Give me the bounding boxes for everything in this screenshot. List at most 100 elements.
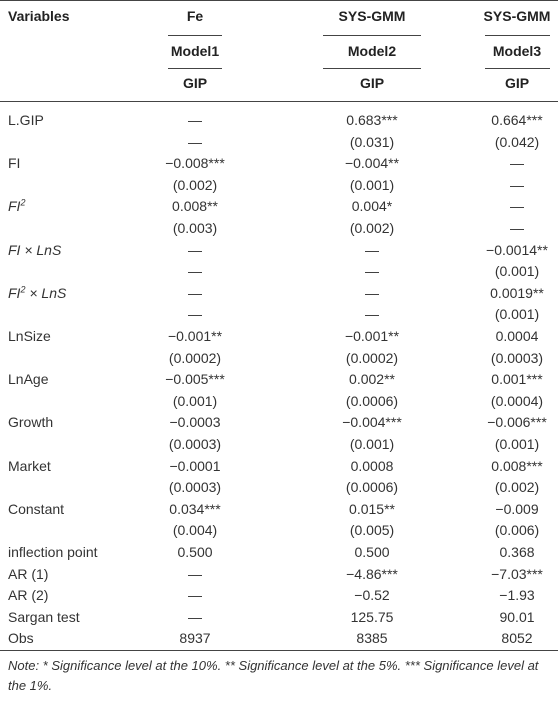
label-text: Sargan test [8,608,80,625]
value-cell: −0.52 [354,587,390,604]
value-cell: — [188,284,202,301]
value-cell: 0.368 [499,544,535,560]
value-cell: (0.0002) [345,349,399,366]
row-label: LnSize [8,327,51,345]
value-cell: −0.0014** [486,241,548,258]
label-text: AR (2) [8,587,49,604]
value-cell: −7.03*** [491,565,543,582]
value-cell: 125.75 [350,608,394,625]
value-cell: 0.015** [349,500,395,517]
value-cell: (0.0003) [168,479,222,496]
rule [0,650,558,651]
value-cell: 8385 [356,630,388,647]
row-label: AR (2) [8,586,48,604]
value-cell: 0.008*** [491,457,543,474]
value-cell: — [365,241,379,258]
header-cell: GIP [182,75,208,91]
rule [323,68,421,69]
value-cell: — [188,587,202,604]
value-cell: (0.001) [494,263,540,280]
header-cell: GIP [504,75,530,91]
value-cell: (0.001) [494,306,540,323]
value-cell: 0.683*** [346,112,398,128]
value-cell: (0.031) [349,133,395,150]
value-cell: 0.002** [349,371,395,388]
value-cell: −0.008*** [165,155,225,172]
value-cell: (0.002) [172,176,218,193]
value-cell: (0.002) [494,479,540,496]
value-cell: (0.0004) [490,392,544,409]
value-cell: — [188,112,202,128]
value-cell: — [188,306,202,323]
label-text: inflection point [8,544,98,560]
header-cell: GIP [359,75,385,91]
label-text: LnAge [8,371,49,388]
label-text: Market [8,457,51,474]
value-cell: (0.0003) [168,436,222,452]
value-cell: 0.034*** [169,500,221,517]
value-cell: −0.005*** [165,371,225,388]
header-cell: Model3 [492,43,542,59]
value-cell: (0.001) [349,176,395,193]
value-cell: — [510,220,524,236]
value-cell: −4.86*** [346,565,398,582]
value-cell: 0.500 [354,544,390,560]
value-cell: — [510,155,524,172]
value-cell: — [188,565,202,582]
row-label: FI × LnS [8,241,61,259]
value-cell: 0.500 [177,544,213,560]
value-cell: (0.001) [172,392,218,409]
rule [0,0,558,1]
header-cell: SYS-GMM [338,8,406,24]
label-text: L.GIP [8,112,44,128]
header-cell: Model2 [347,43,397,59]
value-cell: (0.004) [172,522,218,539]
rule [168,35,222,36]
value-cell: 0.0004 [495,328,539,344]
value-cell: (0.0006) [345,479,399,496]
label-text: Growth [8,414,54,431]
row-label: FI2 [8,197,25,215]
label-text: AR (1) [8,565,49,582]
rule [485,35,550,36]
value-cell: (0.0003) [490,349,544,366]
value-cell: −1.93 [499,587,535,604]
value-cell: −0.001** [167,328,223,344]
row-label: AR (1) [8,565,48,583]
header-cell: Fe [186,8,204,24]
value-cell: −0.004*** [342,414,402,431]
row-label: inflection point [8,543,98,561]
value-cell: −0.004** [344,155,400,172]
value-cell: — [365,263,379,280]
value-cell: 0.0008 [350,457,394,474]
value-cell: 0.664*** [491,112,543,128]
row-label: L.GIP [8,111,44,129]
label-superscript: 2 [20,197,26,208]
header-cell: SYS-GMM [483,8,551,24]
value-cell: (0.001) [494,436,540,452]
label-text: LnSize [8,328,51,344]
rule [0,101,558,102]
value-cell: −0.006*** [487,414,547,431]
label-superscript: 2 [20,284,26,295]
label-text: FI [8,155,21,172]
value-cell: — [188,241,202,258]
value-cell: — [510,198,524,215]
value-cell: 90.01 [499,608,535,625]
row-label: LnAge [8,370,48,388]
value-cell: 0.001*** [491,371,543,388]
value-cell: — [188,133,202,150]
rule [323,35,421,36]
header-cell: Variables [8,8,70,24]
value-cell: — [365,284,379,301]
row-label: Constant [8,500,64,518]
value-cell: — [188,263,202,280]
row-label: FI [8,154,20,172]
value-cell: −0.0001 [169,457,221,474]
value-cell: 0.008** [172,198,218,215]
value-cell: (0.0002) [168,349,222,366]
value-cell: — [365,306,379,323]
value-cell: — [188,608,202,625]
rule [168,68,222,69]
